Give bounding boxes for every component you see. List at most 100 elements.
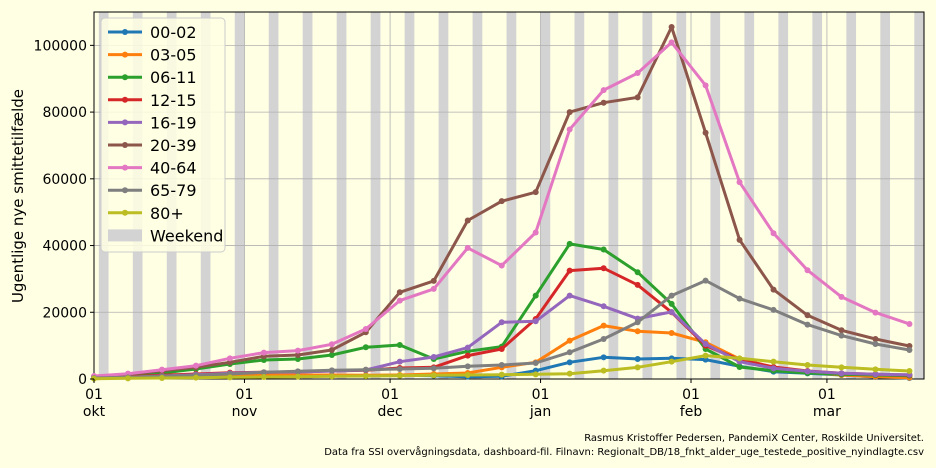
- data-point-12-15: [566, 267, 573, 274]
- data-point-80-: [770, 358, 777, 365]
- data-point-20-39: [838, 327, 845, 334]
- x-tick-label-day: 01: [818, 387, 836, 403]
- data-point-40-64: [736, 179, 743, 186]
- y-axis-label: Ugentlige nye smittetilfælde: [9, 89, 27, 303]
- data-point-80-: [532, 371, 539, 378]
- data-point-40-64: [294, 347, 301, 354]
- weekend-band: [268, 12, 279, 379]
- data-point-65-79: [498, 361, 505, 368]
- data-point-12-15: [464, 352, 471, 359]
- data-point-65-79: [328, 367, 335, 374]
- data-point-65-79: [430, 365, 437, 372]
- data-point-20-39: [634, 94, 641, 101]
- data-point-65-79: [464, 363, 471, 370]
- legend: 00-02 03-05 06-11 12-15 16-19 20-39 40-64 65-79…: [100, 17, 226, 253]
- data-point-65-79: [260, 369, 267, 376]
- data-point-80-: [430, 372, 437, 379]
- legend-label: Weekend: [150, 226, 223, 245]
- x-tick-label-month: jan: [529, 404, 551, 420]
- weekend-band: [438, 12, 449, 379]
- data-point-65-79: [702, 277, 709, 284]
- weekend-band: [914, 12, 924, 379]
- data-point-20-39: [702, 129, 709, 136]
- data-point-20-39: [464, 217, 471, 224]
- data-point-16-19: [464, 344, 471, 351]
- legend-marker-00-02: [122, 29, 128, 35]
- data-point-80-: [158, 374, 165, 381]
- data-point-40-64: [634, 70, 641, 77]
- series-06-11: [91, 240, 913, 381]
- series-80-: [91, 352, 913, 382]
- data-point-20-39: [566, 109, 573, 116]
- weekend-band: [608, 12, 619, 379]
- data-point-40-64: [158, 366, 165, 373]
- data-point-65-79: [770, 306, 777, 313]
- data-point-06-11: [328, 351, 335, 358]
- data-point-80-: [906, 367, 913, 374]
- data-point-80-: [498, 371, 505, 378]
- data-point-40-64: [260, 349, 267, 356]
- data-point-00-02: [600, 354, 607, 361]
- data-point-20-39: [804, 312, 811, 319]
- legend-label: 06-11: [150, 68, 197, 87]
- weekend-band: [506, 12, 517, 379]
- data-point-12-15: [498, 345, 505, 352]
- data-point-40-64: [192, 362, 199, 369]
- x-tick-label-day: 01: [682, 387, 700, 403]
- data-point-16-19: [566, 292, 573, 299]
- data-point-40-64: [498, 262, 505, 269]
- data-point-16-19: [498, 319, 505, 326]
- data-point-00-02: [566, 359, 573, 366]
- weekend-band: [710, 12, 721, 379]
- data-point-40-64: [804, 267, 811, 274]
- data-point-65-79: [736, 295, 743, 302]
- weekend-band: [302, 12, 313, 379]
- legend-label: 80+: [150, 204, 184, 223]
- data-point-16-19: [702, 340, 709, 347]
- data-point-80-: [804, 361, 811, 368]
- data-point-20-39: [736, 236, 743, 243]
- data-point-40-64: [872, 309, 879, 316]
- weekend-band: [370, 12, 381, 379]
- data-point-20-39: [770, 286, 777, 293]
- data-point-40-64: [600, 87, 607, 94]
- data-point-12-15: [600, 265, 607, 272]
- data-point-16-19: [600, 303, 607, 310]
- weekend-band: [404, 12, 415, 379]
- weekend-band: [880, 12, 891, 379]
- data-point-65-79: [396, 365, 403, 372]
- y-tick-label: 40000: [42, 239, 87, 255]
- data-point-80-: [192, 374, 199, 381]
- data-point-40-64: [566, 126, 573, 133]
- weekend-band: [336, 12, 347, 379]
- data-point-12-15: [634, 281, 641, 288]
- y-tick-label: 60000: [42, 172, 87, 188]
- data-point-16-19: [532, 318, 539, 325]
- legend-marker-06-11: [122, 74, 128, 81]
- data-point-06-11: [600, 246, 607, 253]
- weekend-band: [778, 12, 789, 379]
- data-point-00-02: [634, 355, 641, 362]
- x-tick-label-month: dec: [377, 404, 402, 420]
- data-point-20-39: [396, 289, 403, 296]
- weekend-band: [472, 12, 483, 379]
- legend-label: 00-02: [150, 23, 197, 42]
- data-point-65-79: [294, 368, 301, 375]
- data-point-80-: [124, 375, 131, 382]
- data-point-40-64: [532, 229, 539, 236]
- data-point-06-11: [634, 269, 641, 276]
- data-point-65-79: [906, 346, 913, 353]
- data-point-16-19: [430, 353, 437, 360]
- data-point-16-19: [838, 370, 845, 377]
- legend-label: 12-15: [150, 91, 197, 110]
- data-point-65-79: [532, 359, 539, 366]
- data-point-40-64: [430, 285, 437, 292]
- data-point-65-79: [362, 366, 369, 373]
- legend-marker-16-19: [122, 119, 128, 126]
- x-tick-label-day: 01: [236, 387, 254, 403]
- y-tick-label: 0: [78, 372, 87, 388]
- weekend-band: [642, 12, 653, 379]
- data-point-20-39: [294, 351, 301, 358]
- legend-marker-80-: [122, 209, 128, 216]
- data-point-20-39: [872, 335, 879, 342]
